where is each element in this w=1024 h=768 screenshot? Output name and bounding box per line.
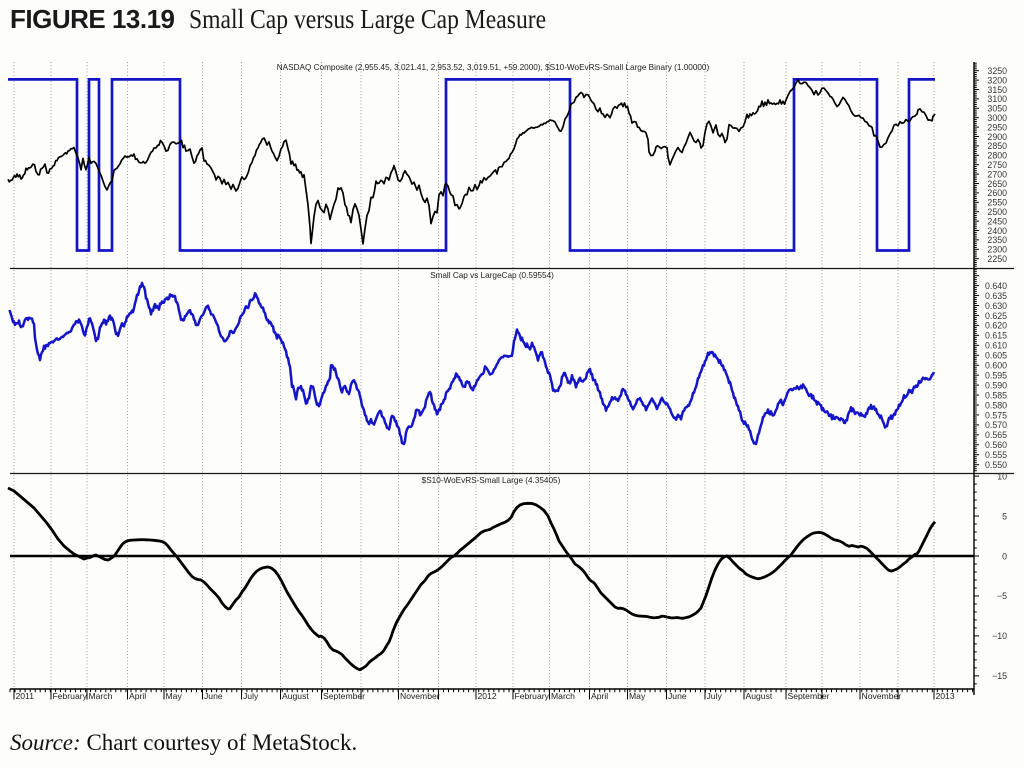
svg-text:2800: 2800	[987, 151, 1007, 161]
svg-text:2350: 2350	[987, 235, 1007, 245]
svg-text:$S10-WoEvRS-Small Large (4.354: $S10-WoEvRS-Small Large (4.35405)	[422, 476, 561, 485]
svg-text:May: May	[166, 691, 183, 701]
svg-text:2700: 2700	[987, 169, 1007, 179]
svg-text:March: March	[89, 691, 113, 701]
svg-text:2900: 2900	[987, 132, 1007, 142]
svg-text:5: 5	[1002, 511, 1007, 521]
svg-text:0.625: 0.625	[985, 311, 1007, 321]
svg-text:2013: 2013	[936, 691, 955, 701]
svg-text:2950: 2950	[987, 122, 1007, 132]
svg-text:−5: −5	[997, 591, 1007, 601]
svg-text:2850: 2850	[987, 141, 1007, 151]
svg-text:2250: 2250	[987, 254, 1007, 264]
svg-text:−10: −10	[992, 631, 1007, 641]
svg-text:July: July	[243, 691, 259, 701]
svg-text:0.565: 0.565	[985, 430, 1007, 440]
svg-text:0.605: 0.605	[985, 351, 1007, 361]
svg-text:0.555: 0.555	[985, 450, 1007, 460]
svg-text:0.630: 0.630	[985, 301, 1007, 311]
svg-text:September: September	[323, 691, 365, 701]
svg-text:10: 10	[997, 471, 1007, 481]
svg-text:3250: 3250	[987, 66, 1007, 76]
svg-text:July: July	[707, 691, 723, 701]
svg-text:0.560: 0.560	[985, 440, 1007, 450]
svg-text:−15: −15	[992, 671, 1007, 681]
svg-text:0.620: 0.620	[985, 321, 1007, 331]
svg-text:May: May	[629, 691, 646, 701]
svg-text:Small Cap vs LargeCap (0.59554: Small Cap vs LargeCap (0.59554)	[430, 271, 554, 280]
svg-text:2300: 2300	[987, 245, 1007, 255]
svg-text:2011: 2011	[16, 691, 35, 701]
svg-text:March: March	[551, 691, 575, 701]
svg-text:0.615: 0.615	[985, 331, 1007, 341]
svg-text:November: November	[862, 691, 902, 701]
svg-text:0.575: 0.575	[985, 410, 1007, 420]
svg-text:April: April	[591, 691, 608, 701]
svg-text:3150: 3150	[987, 85, 1007, 95]
svg-text:3200: 3200	[987, 75, 1007, 85]
svg-text:November: November	[400, 691, 440, 701]
svg-text:NASDAQ Composite (2,955.45, 3,: NASDAQ Composite (2,955.45, 3,021.41, 2,…	[277, 63, 710, 72]
svg-text:2450: 2450	[987, 216, 1007, 226]
svg-text:2600: 2600	[987, 188, 1007, 198]
svg-text:0.640: 0.640	[985, 281, 1007, 291]
svg-text:2550: 2550	[987, 198, 1007, 208]
svg-text:2750: 2750	[987, 160, 1007, 170]
svg-text:0: 0	[1002, 551, 1007, 561]
svg-text:2650: 2650	[987, 179, 1007, 189]
svg-text:June: June	[204, 691, 223, 701]
svg-text:February: February	[515, 691, 550, 701]
svg-text:February: February	[53, 691, 88, 701]
svg-text:3050: 3050	[987, 104, 1007, 114]
svg-text:2500: 2500	[987, 207, 1007, 217]
svg-text:0.585: 0.585	[985, 390, 1007, 400]
svg-text:August: August	[282, 691, 309, 701]
svg-text:0.600: 0.600	[985, 361, 1007, 371]
svg-text:0.570: 0.570	[985, 420, 1007, 430]
svg-text:2400: 2400	[987, 226, 1007, 236]
svg-text:2012: 2012	[478, 691, 497, 701]
svg-text:June: June	[668, 691, 687, 701]
svg-text:April: April	[129, 691, 146, 701]
svg-text:0.610: 0.610	[985, 341, 1007, 351]
svg-text:0.590: 0.590	[985, 380, 1007, 390]
svg-text:0.550: 0.550	[985, 460, 1007, 470]
svg-text:0.635: 0.635	[985, 291, 1007, 301]
svg-text:0.580: 0.580	[985, 400, 1007, 410]
svg-text:September: September	[788, 691, 830, 701]
svg-text:3100: 3100	[987, 94, 1007, 104]
svg-text:3000: 3000	[987, 113, 1007, 123]
svg-text:August: August	[746, 691, 773, 701]
svg-text:0.595: 0.595	[985, 371, 1007, 381]
